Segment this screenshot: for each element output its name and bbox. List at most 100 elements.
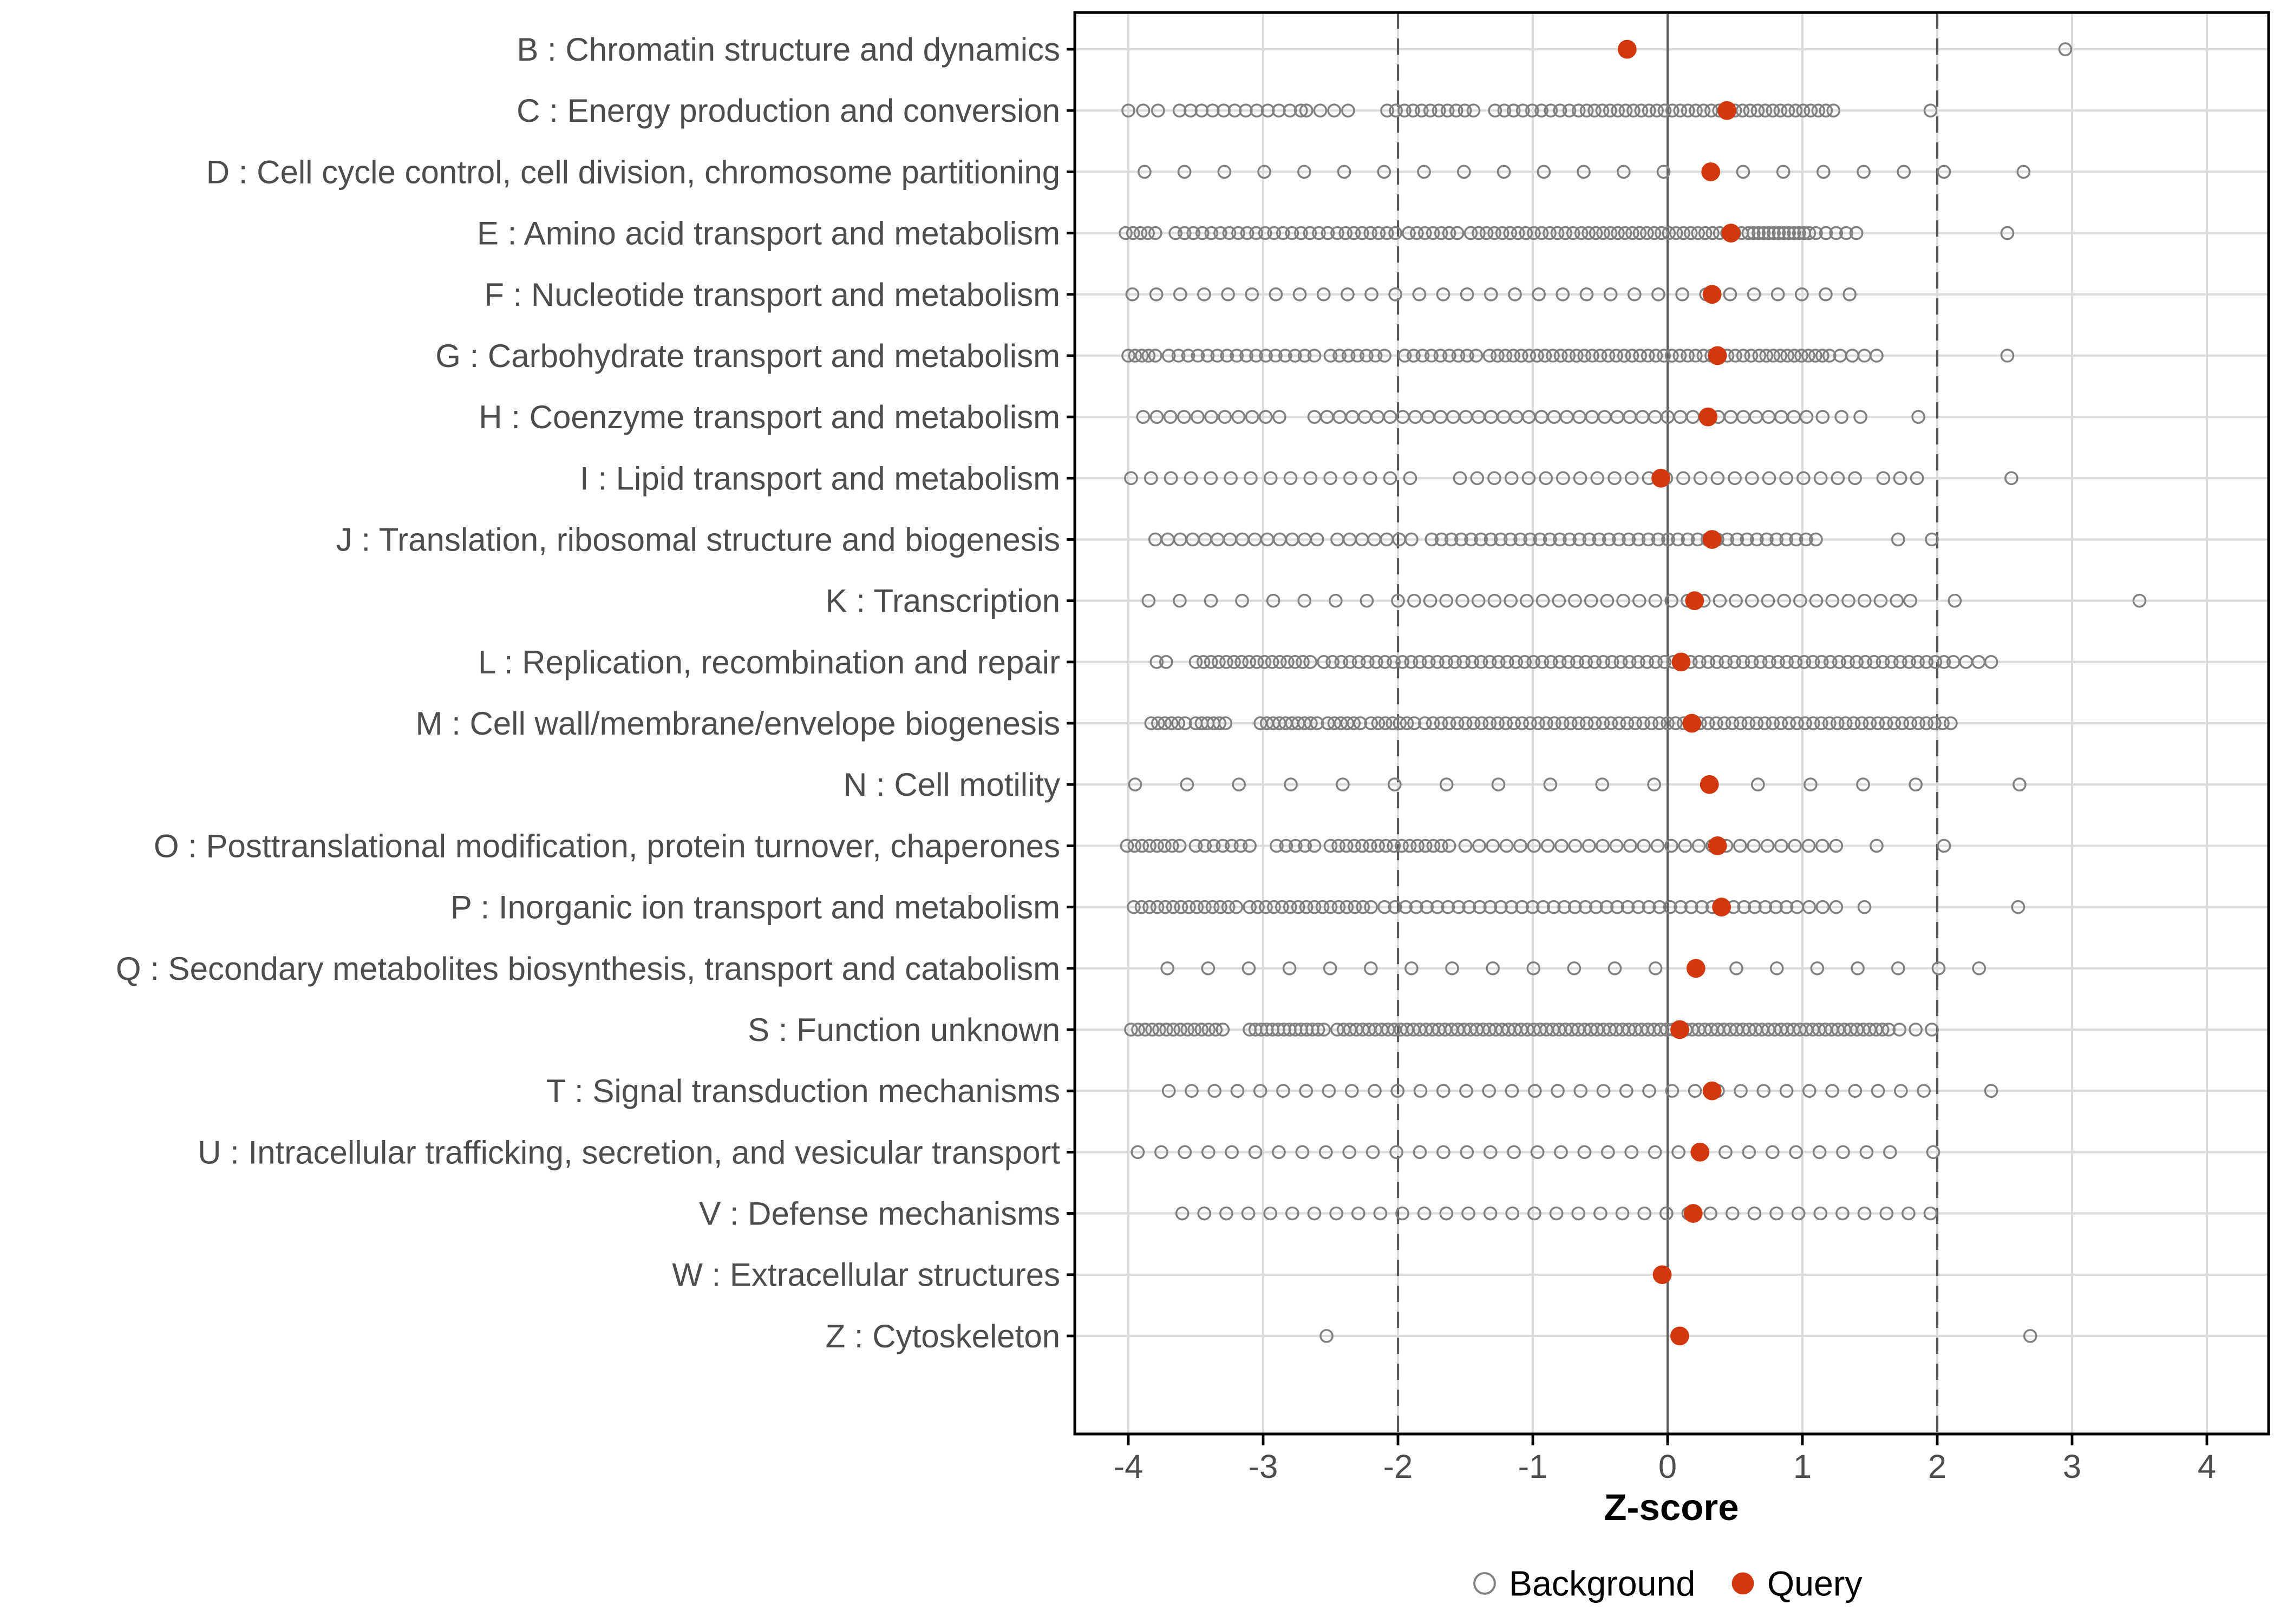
y-axis-label-G: G : Carbohydrate transport and metabolis…	[435, 338, 1060, 374]
background-point	[1587, 716, 1602, 730]
background-point	[1484, 287, 1498, 302]
background-point	[1603, 287, 1618, 302]
background-point	[1474, 655, 1488, 669]
background-point	[1809, 226, 1823, 240]
background-point	[1445, 961, 1459, 975]
background-point	[1389, 103, 1403, 118]
background-point	[1194, 103, 1209, 118]
background-point	[1334, 655, 1349, 669]
background-point	[1285, 226, 1299, 240]
query-point	[1651, 468, 1670, 488]
background-point	[1371, 226, 1386, 240]
background-point	[1794, 349, 1808, 363]
background-point	[1806, 716, 1820, 730]
background-point	[1239, 349, 1253, 363]
background-point	[1434, 716, 1448, 730]
background-point	[1659, 1206, 1674, 1221]
background-point	[1802, 900, 1816, 914]
background-point	[1133, 226, 1148, 240]
background-point	[1341, 103, 1355, 118]
background-point	[1753, 655, 1768, 669]
background-point	[1762, 655, 1776, 669]
panel-border	[1073, 11, 2270, 1436]
y-axis-label-H: H : Coenzyme transport and metabolism	[479, 399, 1060, 435]
background-point	[1511, 226, 1525, 240]
background-point	[1766, 716, 1780, 730]
background-point	[2058, 42, 2073, 56]
background-point	[1136, 103, 1151, 118]
background-point	[1142, 839, 1156, 853]
background-point	[1500, 655, 1514, 669]
background-point	[2004, 471, 2018, 486]
background-point	[1259, 900, 1273, 914]
background-point	[1923, 1206, 1938, 1221]
background-point	[1423, 103, 1437, 118]
background-point	[1493, 532, 1508, 547]
y-axis-label-U: U : Intracellular trafficking, secretion…	[198, 1134, 1060, 1170]
background-point	[1830, 716, 1845, 730]
background-point	[1826, 103, 1841, 118]
background-point	[1836, 1145, 1850, 1160]
background-point	[1417, 226, 1432, 240]
background-point	[1656, 165, 1671, 179]
background-point	[1479, 226, 1494, 240]
background-point	[1641, 532, 1656, 547]
y-axis-label-W: W : Extracellular structures	[672, 1257, 1060, 1293]
background-point	[1612, 532, 1626, 547]
background-point	[1814, 716, 1828, 730]
background-point	[2016, 165, 2031, 179]
background-point	[1360, 349, 1374, 363]
background-point	[1221, 287, 1235, 302]
background-point	[1676, 226, 1691, 240]
background-point	[1812, 1145, 1827, 1160]
background-point	[1901, 1206, 1916, 1221]
y-axis-label-N: N : Cell motility	[844, 767, 1060, 803]
background-point	[1432, 103, 1446, 118]
background-point	[1178, 1145, 1192, 1160]
background-point	[1802, 226, 1816, 240]
background-point	[1348, 900, 1362, 914]
background-point	[1213, 226, 1227, 240]
background-point	[1377, 165, 1391, 179]
background-point	[1186, 226, 1201, 240]
background-point	[1530, 349, 1544, 363]
background-point	[1463, 226, 1478, 240]
background-point	[1923, 103, 1938, 118]
background-point	[1241, 961, 1256, 975]
background-point	[1573, 1084, 1588, 1098]
background-point	[1509, 655, 1523, 669]
background-point	[1624, 1145, 1639, 1160]
background-point	[1292, 287, 1307, 302]
background-point	[1669, 716, 1683, 730]
background-point	[1466, 103, 1481, 118]
background-point	[1648, 593, 1663, 608]
background-point	[1596, 839, 1610, 853]
background-point	[1788, 839, 1802, 853]
background-point	[1141, 593, 1156, 608]
background-point	[1650, 103, 1664, 118]
background-point	[1288, 839, 1303, 853]
background-point	[1395, 1206, 1409, 1221]
background-point	[1150, 900, 1165, 914]
query-point	[1717, 101, 1736, 120]
background-point	[1343, 471, 1357, 486]
background-point	[1260, 103, 1275, 118]
background-point	[1741, 226, 1756, 240]
background-point	[1859, 1145, 1874, 1160]
background-point	[1671, 532, 1685, 547]
background-point	[1891, 961, 1905, 975]
background-point	[1138, 1023, 1152, 1037]
background-point	[1258, 410, 1273, 424]
background-point	[1444, 532, 1459, 547]
background-point	[1650, 839, 1665, 853]
background-point	[1642, 103, 1656, 118]
background-point	[1285, 1206, 1299, 1221]
background-point	[1577, 349, 1592, 363]
background-point	[1395, 655, 1410, 669]
background-point	[1595, 777, 1610, 792]
background-point	[1618, 226, 1632, 240]
background-point	[1173, 287, 1187, 302]
background-point	[1513, 532, 1527, 547]
background-point	[1911, 655, 1925, 669]
y-axis-label-V: V : Defense mechanisms	[699, 1196, 1060, 1232]
